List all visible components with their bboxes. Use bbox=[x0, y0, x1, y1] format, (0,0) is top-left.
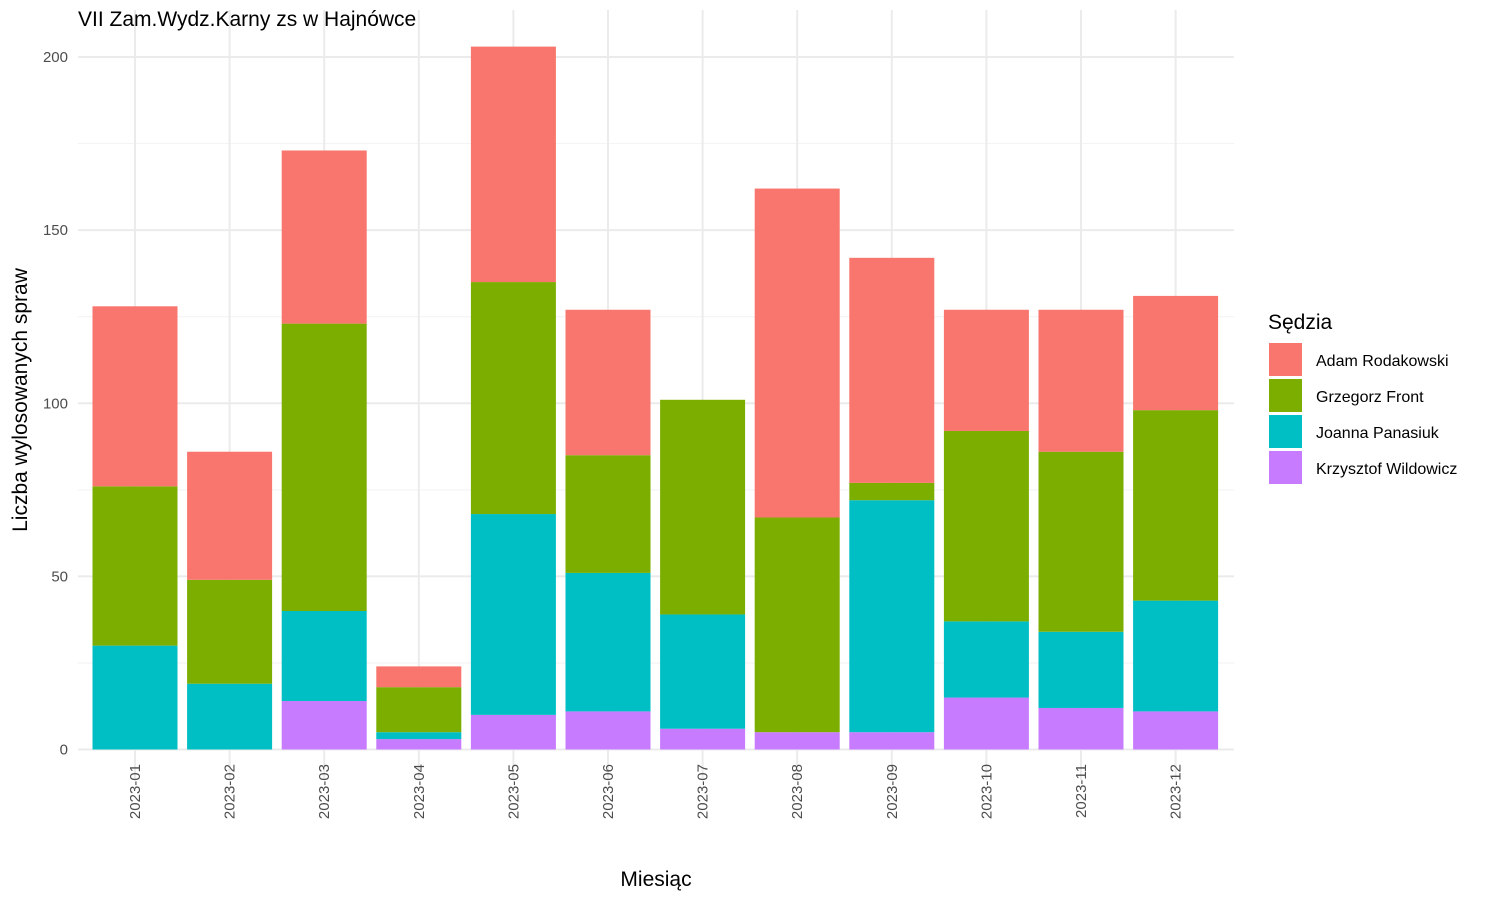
bar-segment bbox=[376, 666, 462, 688]
x-axis-title: Miesiąc bbox=[620, 868, 691, 891]
bar-segment bbox=[470, 46, 556, 283]
x-tick-label: 2023-09 bbox=[884, 764, 901, 819]
x-tick-label: 2023-06 bbox=[600, 764, 617, 819]
legend-key bbox=[1269, 451, 1302, 484]
legend-label: Adam Rodakowski bbox=[1316, 353, 1449, 370]
bar-segment bbox=[754, 188, 840, 518]
bar-segment bbox=[92, 486, 178, 646]
x-tick-label: 2023-10 bbox=[978, 764, 995, 819]
bar-segment bbox=[754, 732, 840, 750]
bar-segment bbox=[281, 701, 367, 750]
x-tick-label: 2023-02 bbox=[222, 764, 239, 819]
legend-title: Sędzia bbox=[1268, 311, 1333, 334]
bar-segment bbox=[660, 728, 746, 750]
bar-segment bbox=[470, 282, 556, 515]
bar-segment bbox=[187, 451, 273, 580]
bar-segment bbox=[92, 645, 178, 750]
bar-segment bbox=[376, 687, 462, 733]
legend-key bbox=[1269, 343, 1302, 376]
bar-segment bbox=[92, 306, 178, 487]
bar-segment bbox=[187, 683, 273, 750]
bar-segment bbox=[281, 150, 367, 324]
x-tick-label: 2023-12 bbox=[1168, 764, 1185, 819]
bar-segment bbox=[1133, 600, 1219, 712]
x-tick-label: 2023-05 bbox=[505, 764, 522, 819]
x-tick-label: 2023-07 bbox=[695, 764, 712, 819]
bar-segment bbox=[1133, 410, 1219, 601]
chart-title: VII Zam.Wydz.Karny zs w Hajnówce bbox=[78, 8, 416, 31]
x-tick-label: 2023-08 bbox=[789, 764, 806, 819]
bar-segment bbox=[1038, 451, 1124, 632]
bar-segment bbox=[1133, 295, 1219, 411]
x-tick-label: 2023-11 bbox=[1073, 764, 1090, 818]
x-tick-label: 2023-01 bbox=[127, 764, 144, 819]
y-tick-label: 100 bbox=[43, 395, 68, 412]
bar-segment bbox=[1038, 631, 1124, 708]
bar-segment bbox=[376, 732, 462, 740]
legend-label: Grzegorz Front bbox=[1316, 389, 1424, 406]
bar-segment bbox=[754, 517, 840, 733]
x-tick-label: 2023-03 bbox=[316, 764, 333, 819]
bar-segment bbox=[849, 500, 935, 733]
legend-key bbox=[1269, 415, 1302, 448]
bar-segment bbox=[565, 309, 651, 456]
y-axis-title: Liczba wylosowanych spraw bbox=[9, 267, 32, 532]
bar-segment bbox=[943, 309, 1029, 431]
y-tick-label: 150 bbox=[43, 222, 68, 239]
legend-label: Joanna Panasiuk bbox=[1316, 425, 1440, 442]
bar-segment bbox=[943, 430, 1029, 622]
bar-segment bbox=[849, 482, 935, 501]
bar-segment bbox=[1133, 711, 1219, 750]
y-tick-label: 200 bbox=[43, 49, 68, 66]
bar-segment bbox=[565, 572, 651, 712]
bar-segment bbox=[943, 621, 1029, 698]
bar-segment bbox=[1038, 707, 1124, 750]
bars bbox=[92, 46, 1219, 750]
x-tick-label: 2023-04 bbox=[411, 764, 428, 819]
bar-segment bbox=[187, 579, 273, 684]
bar-segment bbox=[470, 714, 556, 750]
legend: Sędzia Adam Rodakowski Grzegorz Front Joan… bbox=[1268, 311, 1457, 484]
bar-segment bbox=[943, 697, 1029, 750]
y-axis-ticks: 0 50 100 150 200 bbox=[43, 49, 68, 759]
bar-segment bbox=[470, 514, 556, 715]
legend-label: Krzysztof Wildowicz bbox=[1316, 461, 1457, 478]
bar-segment bbox=[849, 732, 935, 750]
y-tick-label: 0 bbox=[60, 742, 68, 759]
bar-segment bbox=[565, 455, 651, 573]
bar-segment bbox=[376, 739, 462, 750]
bar-segment bbox=[281, 323, 367, 611]
bar-segment bbox=[565, 711, 651, 750]
bar-segment bbox=[281, 611, 367, 702]
legend-key bbox=[1269, 379, 1302, 412]
bar-segment bbox=[1038, 309, 1124, 452]
x-axis-ticks: 2023-01 2023-02 2023-03 2023-04 2023-05 2023-… bbox=[127, 764, 1185, 819]
y-tick-label: 50 bbox=[51, 568, 68, 585]
bar-segment bbox=[660, 399, 746, 615]
bar-segment bbox=[849, 257, 935, 483]
bar-segment bbox=[660, 614, 746, 729]
